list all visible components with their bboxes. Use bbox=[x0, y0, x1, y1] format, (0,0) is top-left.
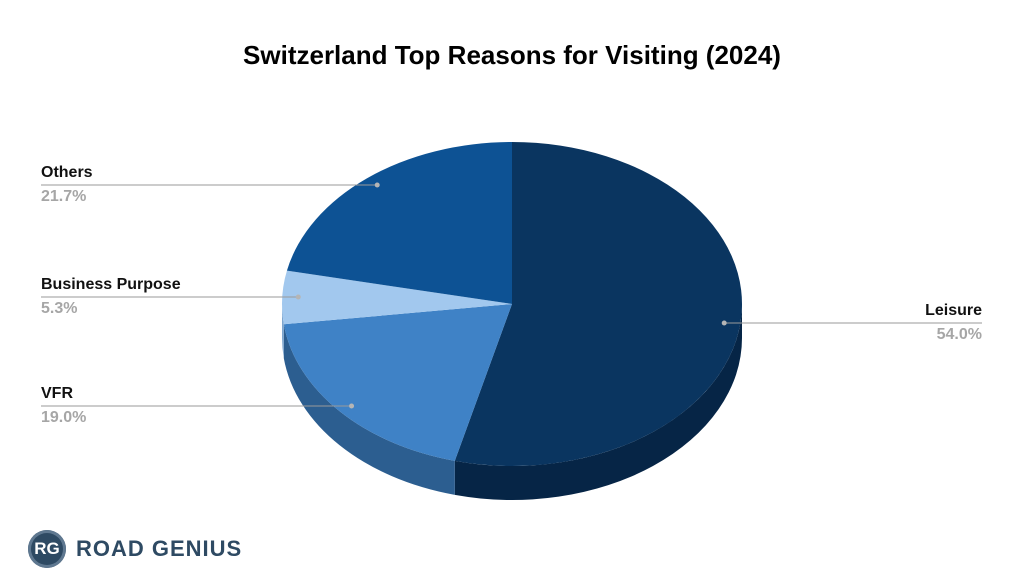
pie-side-leisure bbox=[454, 304, 742, 500]
brand-badge: RG bbox=[28, 530, 66, 568]
leader-dot-others bbox=[374, 182, 380, 188]
pie-side-vfr bbox=[283, 324, 455, 495]
slice-value-vfr: 19.0% bbox=[41, 409, 87, 426]
pie-side-business-purpose bbox=[282, 304, 284, 359]
pie-slice-others bbox=[286, 142, 512, 304]
pie-slices bbox=[282, 142, 742, 466]
slice-value-others: 21.7% bbox=[41, 188, 87, 205]
slice-label-business-purpose: Business Purpose bbox=[41, 276, 181, 293]
brand-logo: RG ROAD GENIUS bbox=[28, 530, 242, 568]
slice-label-leisure: Leisure bbox=[925, 302, 982, 319]
pie-slice-business-purpose bbox=[282, 270, 512, 325]
leader-dot-vfr bbox=[349, 403, 355, 409]
pie-slice-vfr bbox=[283, 304, 512, 461]
pie-slice-leisure bbox=[454, 142, 742, 466]
slice-label-vfr: VFR bbox=[41, 385, 73, 402]
slice-value-business-purpose: 5.3% bbox=[41, 300, 78, 317]
chart-title: Switzerland Top Reasons for Visiting (20… bbox=[243, 40, 781, 70]
brand-name: ROAD GENIUS bbox=[76, 536, 243, 561]
leader-lines bbox=[41, 182, 982, 409]
leader-dot-leisure bbox=[721, 320, 727, 326]
pie-sides bbox=[282, 304, 742, 500]
leader-dot-business-purpose bbox=[295, 294, 301, 300]
brand-badge-text: RG bbox=[34, 539, 60, 558]
slice-value-leisure: 54.0% bbox=[936, 326, 982, 343]
slice-label-others: Others bbox=[41, 164, 93, 181]
